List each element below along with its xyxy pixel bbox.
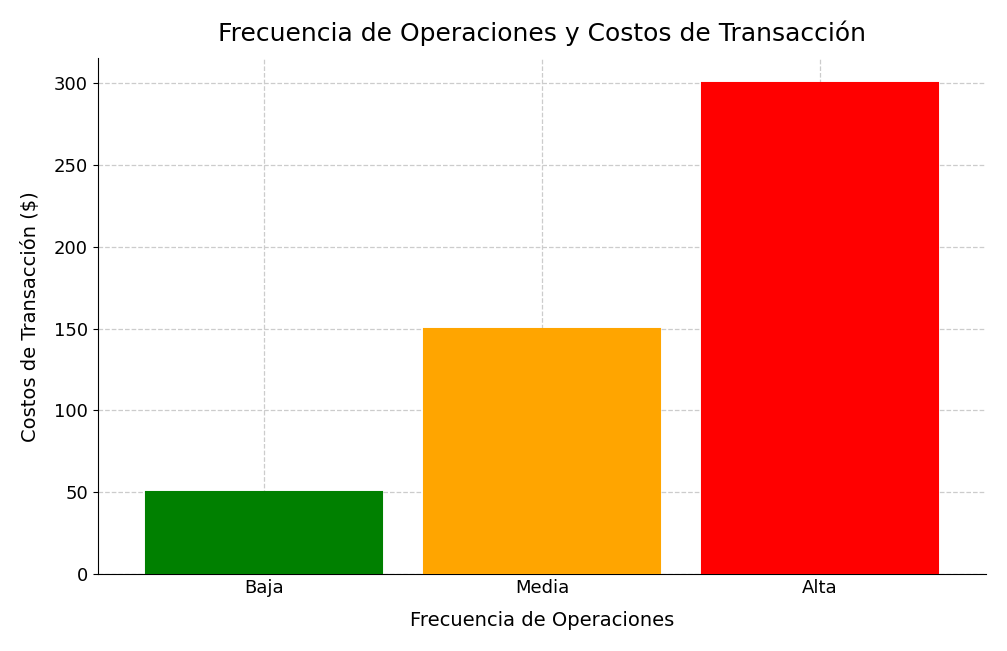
Bar bbox=[702, 83, 938, 574]
Bar bbox=[424, 329, 660, 574]
Title: Frecuencia de Operaciones y Costos de Transacción: Frecuencia de Operaciones y Costos de Tr… bbox=[218, 21, 866, 46]
Y-axis label: Costos de Transacción ($): Costos de Transacción ($) bbox=[21, 191, 40, 441]
Bar bbox=[146, 492, 383, 574]
X-axis label: Frecuencia de Operaciones: Frecuencia de Operaciones bbox=[410, 611, 674, 630]
